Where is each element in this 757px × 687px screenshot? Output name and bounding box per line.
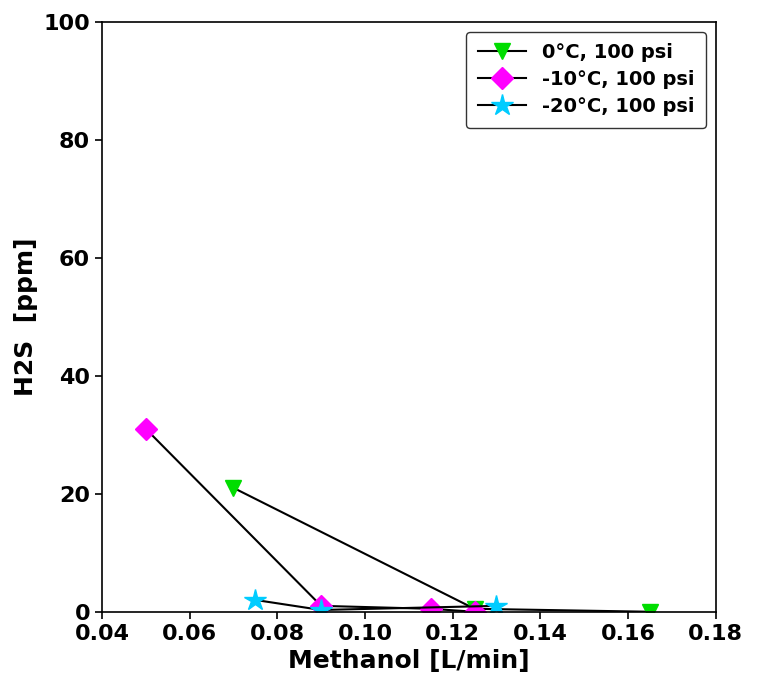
-10°C, 100 psi (426, 605, 435, 613)
-20°C, 100 psi (316, 606, 326, 614)
X-axis label: Methanol [L/min]: Methanol [L/min] (288, 649, 530, 673)
0°C, 100 psi (645, 607, 654, 616)
0°C, 100 psi (229, 484, 238, 492)
0°C, 100 psi (470, 605, 479, 613)
Line: 0°C, 100 psi: 0°C, 100 psi (226, 480, 658, 620)
Line: -10°C, 100 psi: -10°C, 100 psi (139, 421, 482, 620)
-20°C, 100 psi (251, 596, 260, 604)
-10°C, 100 psi (470, 607, 479, 616)
Line: -20°C, 100 psi: -20°C, 100 psi (245, 589, 508, 621)
Legend: 0°C, 100 psi, -10°C, 100 psi, -20°C, 100 psi: 0°C, 100 psi, -10°C, 100 psi, -20°C, 100… (466, 32, 706, 128)
-10°C, 100 psi (316, 602, 326, 610)
Y-axis label: H2S  [ppm]: H2S [ppm] (14, 238, 38, 396)
-20°C, 100 psi (492, 602, 501, 610)
-10°C, 100 psi (142, 425, 151, 433)
